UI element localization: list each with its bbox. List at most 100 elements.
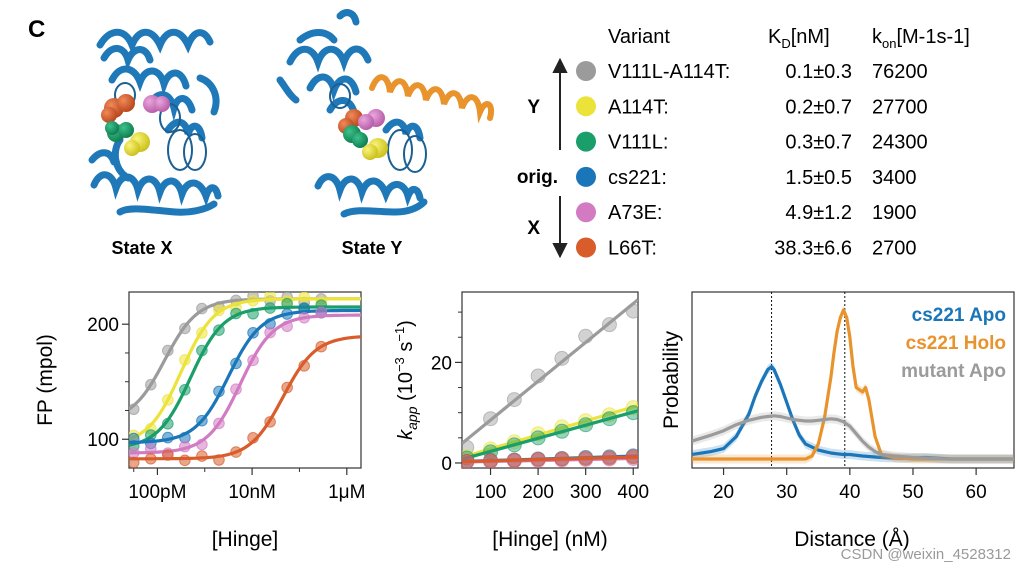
fp-point xyxy=(179,454,191,467)
chart-prob-legend: cs221 Apo cs221 Holo mutant Apo xyxy=(901,305,1006,382)
watermark: CSDN @weixin_4528312 xyxy=(840,546,1011,563)
fp-point xyxy=(196,302,208,315)
fp-point xyxy=(144,442,157,455)
fp-point xyxy=(162,449,174,461)
fp-point xyxy=(315,340,328,353)
chart-probability: 20 30 40 50 60 Probability Distance (Å) cs22… xyxy=(660,291,1015,551)
fp-point xyxy=(315,306,328,319)
residue-spheres-state-y xyxy=(338,109,388,160)
chart-fp-frame xyxy=(128,291,362,469)
kapp-xtick-label: 200 xyxy=(522,482,554,503)
variant-name: cs221: xyxy=(608,167,667,189)
fp-point xyxy=(247,432,259,444)
variant-name: L66T: xyxy=(608,238,657,260)
variant-kon: 1900 xyxy=(872,202,917,224)
fp-xtick-label: 10nM xyxy=(228,482,276,503)
chart-prob-axes: 20 30 40 50 60 xyxy=(713,468,987,503)
fp-xtick-label: 100pM xyxy=(128,482,186,503)
variant-kon: 2700 xyxy=(872,238,917,260)
fp-point xyxy=(196,450,208,462)
helix-bound-orange xyxy=(369,74,494,124)
kapp-fit-v111l xyxy=(462,409,638,461)
protein-structure-state-x xyxy=(88,28,222,216)
variant-kd: 0.2±0.7 xyxy=(785,96,852,118)
fp-point xyxy=(196,438,208,451)
fp-point xyxy=(162,431,174,444)
fp-point xyxy=(247,294,259,307)
prob-xtick-label: 20 xyxy=(713,482,734,503)
protein-helix-detail-y xyxy=(329,83,427,173)
variant-name: A114T: xyxy=(608,96,669,118)
chart-prob-marks xyxy=(692,292,1014,468)
variant-name: V111L-A114T: xyxy=(608,61,730,83)
fp-point xyxy=(196,327,208,339)
fp-point xyxy=(179,354,191,366)
variant-kd: 1.5±0.5 xyxy=(785,167,852,189)
header-kon: kon[M-1s-1] xyxy=(872,26,970,51)
variant-name: A73E: xyxy=(608,202,662,224)
fp-point xyxy=(213,417,225,430)
fp-point xyxy=(162,394,174,406)
fp-curve-a73e xyxy=(129,313,361,455)
chart-kapp-frame xyxy=(461,291,639,469)
variant-color-dot xyxy=(576,96,596,117)
prob-xtick-label: 30 xyxy=(776,482,797,503)
variant-table: Variant KD[nM] kon[M-1s-1] V111L-A114T: 0… xyxy=(517,26,970,260)
fp-xtick-label: 1μM xyxy=(328,482,365,503)
fp-point xyxy=(247,307,259,320)
chart-fp-ylabel: FP (mpol) xyxy=(34,334,57,426)
header-variant: Variant xyxy=(608,26,670,48)
chart-prob-frame xyxy=(691,291,1015,469)
legend-entry: cs221 Holo xyxy=(906,333,1006,354)
chart-fp-marks xyxy=(129,292,361,468)
fp-ytick-label: 100 xyxy=(87,430,119,451)
chart-kapp-axes: 0 20 100 200 300 400 xyxy=(431,311,649,503)
variant-kon: 24300 xyxy=(872,132,928,154)
chart-kapp: 0 20 100 200 300 400 kapp (10−3 s−1) [Hinge] … xyxy=(392,291,649,551)
state-y-label: State Y xyxy=(342,238,403,258)
chart-prob-xlabel: Distance (Å) xyxy=(794,528,910,551)
fp-point xyxy=(162,417,174,430)
legend-entry: mutant Apo xyxy=(901,361,1006,382)
fp-curve-a114t xyxy=(129,297,361,441)
chart-fp: 100 200 100pM 10nM 1μM FP (mpol) [Hinge] xyxy=(34,291,365,551)
fp-point xyxy=(281,381,293,394)
header-kd: KD[nM] xyxy=(768,26,830,51)
panel-label: C xyxy=(28,16,45,43)
prob-band-cs221-holo xyxy=(692,305,1014,464)
kapp-xtick-label: 100 xyxy=(475,482,507,503)
variant-kd: 0.1±0.3 xyxy=(785,61,852,83)
fp-point xyxy=(230,357,242,370)
kapp-fit-l66t xyxy=(462,455,638,464)
fp-point xyxy=(179,322,191,335)
chart-fp-xlabel: [Hinge] xyxy=(212,528,279,551)
fp-point xyxy=(298,360,310,372)
variant-color-dot xyxy=(576,202,596,223)
kapp-ytick-label: 20 xyxy=(431,353,452,374)
fp-point xyxy=(281,308,293,320)
residue-spheres-state-x xyxy=(101,94,170,156)
fp-point xyxy=(298,311,310,324)
fp-point xyxy=(264,302,276,314)
side-label-y: Y xyxy=(527,97,540,118)
kapp-xtick-label: 300 xyxy=(570,482,602,503)
fp-point xyxy=(264,292,276,302)
fp-point xyxy=(179,383,191,396)
fp-point xyxy=(298,292,310,303)
kapp-ytick-label: 0 xyxy=(441,454,452,475)
table-rows: V111L-A114T: 0.1±0.3 76200 A114T: 0.2±0.7 277… xyxy=(576,61,928,260)
variant-color-dot xyxy=(576,237,596,258)
variant-kd: 4.9±1.2 xyxy=(785,202,852,224)
fp-point xyxy=(247,326,259,339)
fp-point xyxy=(264,326,276,339)
fp-point xyxy=(281,297,293,310)
fp-point xyxy=(281,320,293,333)
state-x-label: State X xyxy=(111,238,172,258)
fp-point xyxy=(213,454,225,466)
fp-point xyxy=(230,383,242,396)
fp-point xyxy=(213,304,225,317)
fp-point xyxy=(179,440,191,453)
prob-line-mutant-apo xyxy=(692,414,1014,461)
variant-color-dot xyxy=(576,166,596,187)
